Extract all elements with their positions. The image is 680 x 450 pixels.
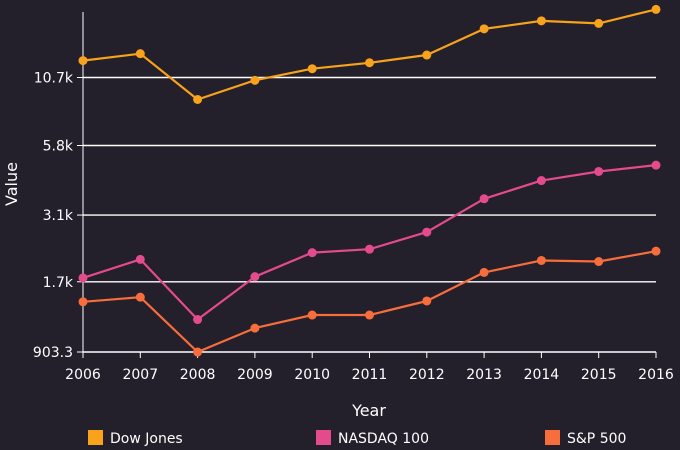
legend-label: Dow Jones	[110, 431, 183, 447]
data-point-nasdaq-100[interactable]	[422, 227, 432, 237]
data-point-nasdaq-100[interactable]	[193, 315, 203, 325]
series-nasdaq-100	[78, 160, 661, 325]
x-axis-title: Year	[351, 401, 386, 420]
series-line-s-p-500	[82, 250, 657, 354]
y-tick-label: 5.8k	[43, 139, 74, 155]
data-point-dow-jones[interactable]	[193, 94, 203, 104]
data-point-nasdaq-100[interactable]	[479, 194, 489, 204]
data-point-nasdaq-100[interactable]	[250, 272, 260, 282]
series-line-dow-jones	[82, 8, 657, 101]
legend-swatch	[545, 430, 560, 445]
legend-item-nasdaq-100[interactable]: NASDAQ 100	[316, 430, 429, 447]
legend: Dow Jones NASDAQ 100 S&P 500	[88, 430, 626, 447]
series-dow-jones	[78, 4, 661, 104]
series-line-nasdaq-100	[82, 164, 657, 321]
data-point-nasdaq-100[interactable]	[594, 166, 604, 176]
data-point-dow-jones[interactable]	[250, 75, 260, 85]
data-point-s-p-500[interactable]	[78, 297, 88, 307]
x-tick-label: 2007	[122, 367, 158, 383]
data-point-s-p-500[interactable]	[365, 310, 374, 320]
data-point-s-p-500[interactable]	[193, 347, 203, 357]
x-tick-label: 2014	[524, 367, 560, 383]
x-tick-label: 2011	[352, 367, 388, 383]
legend-item-s-p-500[interactable]: S&P 500	[545, 430, 626, 447]
y-tick-label: 10.7k	[34, 71, 74, 87]
y-tick-label: 1.7k	[43, 275, 74, 291]
x-tick-label: 2015	[581, 367, 617, 383]
x-tick-label: 2012	[409, 367, 445, 383]
data-point-nasdaq-100[interactable]	[651, 160, 661, 170]
data-point-s-p-500[interactable]	[479, 267, 489, 277]
y-axis-title: Value	[2, 162, 21, 206]
series-s-p-500	[78, 246, 661, 357]
data-point-s-p-500[interactable]	[651, 246, 661, 256]
x-tick-label: 2008	[180, 367, 216, 383]
data-point-s-p-500[interactable]	[594, 257, 604, 267]
data-point-dow-jones[interactable]	[422, 50, 432, 60]
data-point-nasdaq-100[interactable]	[536, 176, 546, 186]
data-point-nasdaq-100[interactable]	[78, 273, 88, 283]
data-point-s-p-500[interactable]	[250, 323, 260, 333]
data-point-s-p-500[interactable]	[422, 296, 432, 306]
data-point-s-p-500[interactable]	[536, 255, 546, 265]
x-tick-label: 2013	[466, 367, 502, 383]
legend-swatch	[88, 430, 103, 445]
x-tick-label: 2006	[65, 367, 101, 383]
data-point-dow-jones[interactable]	[479, 24, 489, 34]
legend-label: NASDAQ 100	[338, 431, 429, 447]
data-point-s-p-500[interactable]	[135, 292, 145, 302]
data-point-nasdaq-100[interactable]	[135, 254, 145, 264]
data-point-dow-jones[interactable]	[365, 58, 374, 68]
data-point-dow-jones[interactable]	[536, 16, 546, 26]
data-point-s-p-500[interactable]	[307, 310, 317, 320]
data-point-dow-jones[interactable]	[135, 49, 145, 59]
data-point-dow-jones[interactable]	[594, 18, 604, 28]
x-tick-label: 2010	[294, 367, 330, 383]
y-tick-label: 3.1k	[43, 208, 74, 224]
series-layer	[78, 4, 661, 357]
y-tick-label: 903.3	[33, 345, 73, 361]
x-tick-label: 2016	[638, 367, 674, 383]
legend-item-dow-jones[interactable]: Dow Jones	[88, 430, 183, 447]
data-point-dow-jones[interactable]	[307, 64, 317, 74]
x-tick-label: 2009	[237, 367, 273, 383]
data-point-dow-jones[interactable]	[651, 4, 661, 14]
legend-label: S&P 500	[567, 431, 626, 447]
axis-layer: 903.3 1.7k 3.1k 5.8k 10.7k 2006 2007 2008 2009 20…	[33, 12, 674, 383]
data-point-nasdaq-100[interactable]	[365, 244, 374, 254]
legend-swatch	[316, 430, 331, 445]
data-point-nasdaq-100[interactable]	[307, 248, 317, 258]
data-point-dow-jones[interactable]	[78, 56, 88, 66]
